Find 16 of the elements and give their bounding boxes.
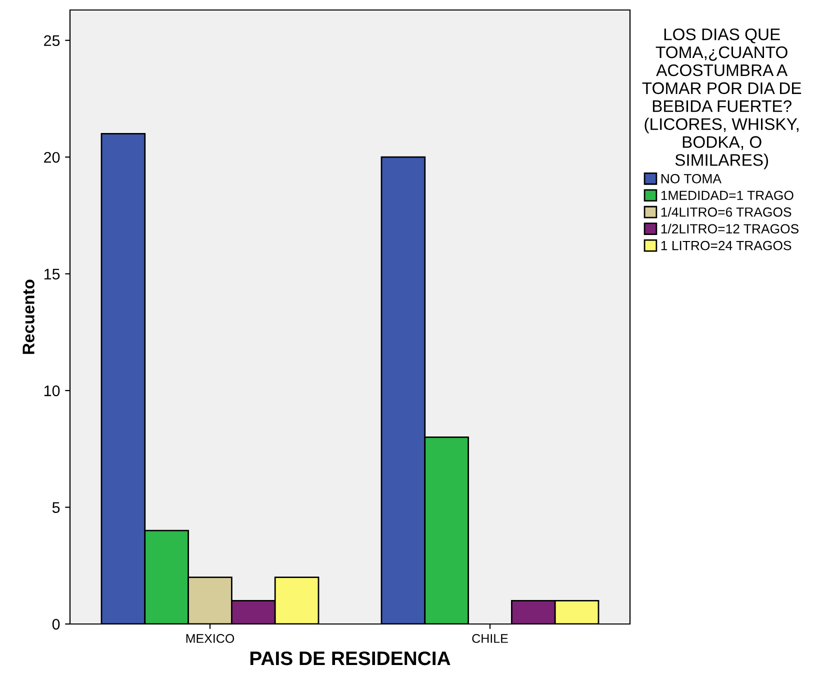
legend-label: NO TOMA: [661, 174, 722, 184]
x-axis-title: PAIS DE RESIDENCIA: [250, 651, 450, 666]
y-tick-label: 0: [52, 618, 60, 630]
legend-title: LOS DIAS QUE TOMA,¿CUANTO ACOSTUMBRA A TOMAR POR DIA DE BEBIDA FUERTE? (LICORES, WHISKY, BODKA, O SIMILARES): [642, 28, 802, 170]
x-tick-label: MEXICO: [186, 634, 234, 643]
y-tick-label: 15: [44, 268, 60, 280]
y-tick-label: 25: [44, 35, 60, 46]
legend-label: 1/2LITRO=12 TRAGOS: [661, 224, 799, 234]
y-tick-label: 10: [44, 385, 60, 396]
y-axis-title: Recuento: [22, 280, 34, 354]
legend-label: 1MEDIDAD=1 TRAGO: [661, 190, 794, 200]
x-tick-label: CHILE: [472, 634, 508, 643]
legend-label: 1/4LITRO=6 TRAGOS: [661, 207, 792, 217]
y-tick-label: 20: [44, 152, 60, 163]
legend-label: 1 LITRO=24 TRAGOS: [661, 240, 792, 250]
y-tick-label: 5: [52, 502, 60, 513]
